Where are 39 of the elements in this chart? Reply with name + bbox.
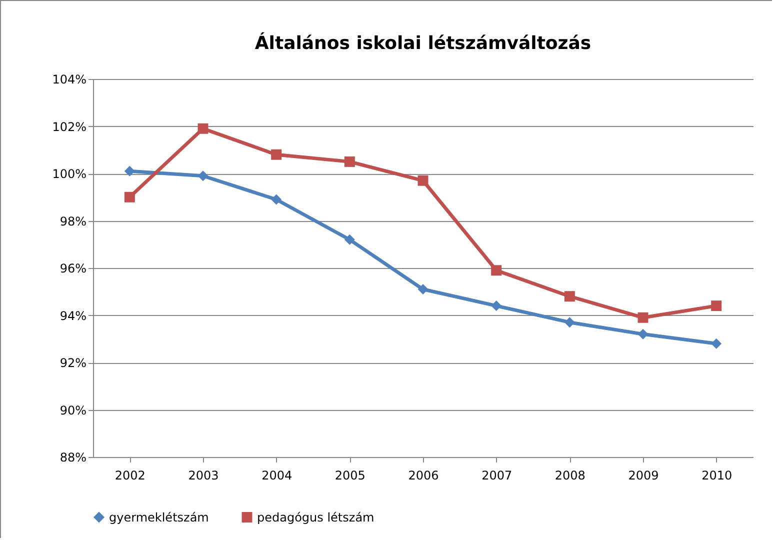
point (271, 194, 282, 205)
x-tick-label: 2008 (554, 468, 586, 482)
y-tick-label: 100% (52, 167, 86, 181)
legend-label: pedagógus létszám (257, 510, 374, 524)
x-tick-label: 2005 (334, 468, 366, 482)
point (564, 291, 575, 302)
x-tick-label: 2002 (114, 468, 146, 482)
x-tick-label: 2009 (628, 468, 659, 482)
point (124, 166, 135, 176)
chart-title: Általános iskolai létszámváltozás (254, 32, 592, 54)
point (344, 156, 355, 167)
point (491, 265, 502, 276)
point (638, 312, 648, 323)
legend-label: gyermeklétszám (109, 510, 209, 524)
x-tick-label: 2004 (262, 468, 292, 482)
y-tick-label: 98% (60, 214, 86, 228)
point (711, 338, 722, 349)
point (564, 317, 575, 328)
point (271, 149, 282, 160)
point (124, 192, 135, 202)
point (638, 328, 648, 340)
x-tick-label: 2007 (482, 468, 512, 482)
point (418, 284, 428, 295)
x-tick-label: 2003 (188, 468, 219, 482)
y-tick-label: 96% (60, 262, 86, 276)
point (344, 234, 355, 245)
point (198, 123, 208, 134)
y-tick-label: 92% (60, 356, 86, 370)
point (491, 300, 502, 312)
y-tick-label: 90% (60, 403, 86, 418)
x-tick-label: 2010 (702, 468, 732, 482)
y-tick-label: 94% (60, 308, 86, 323)
point (711, 300, 722, 312)
point (198, 170, 208, 182)
y-tick-label: 102% (52, 120, 86, 134)
x-tick-label: 2006 (408, 468, 439, 482)
y-tick-label: 104% (52, 72, 86, 86)
y-tick-label: 88% (60, 450, 86, 464)
point (418, 175, 428, 186)
